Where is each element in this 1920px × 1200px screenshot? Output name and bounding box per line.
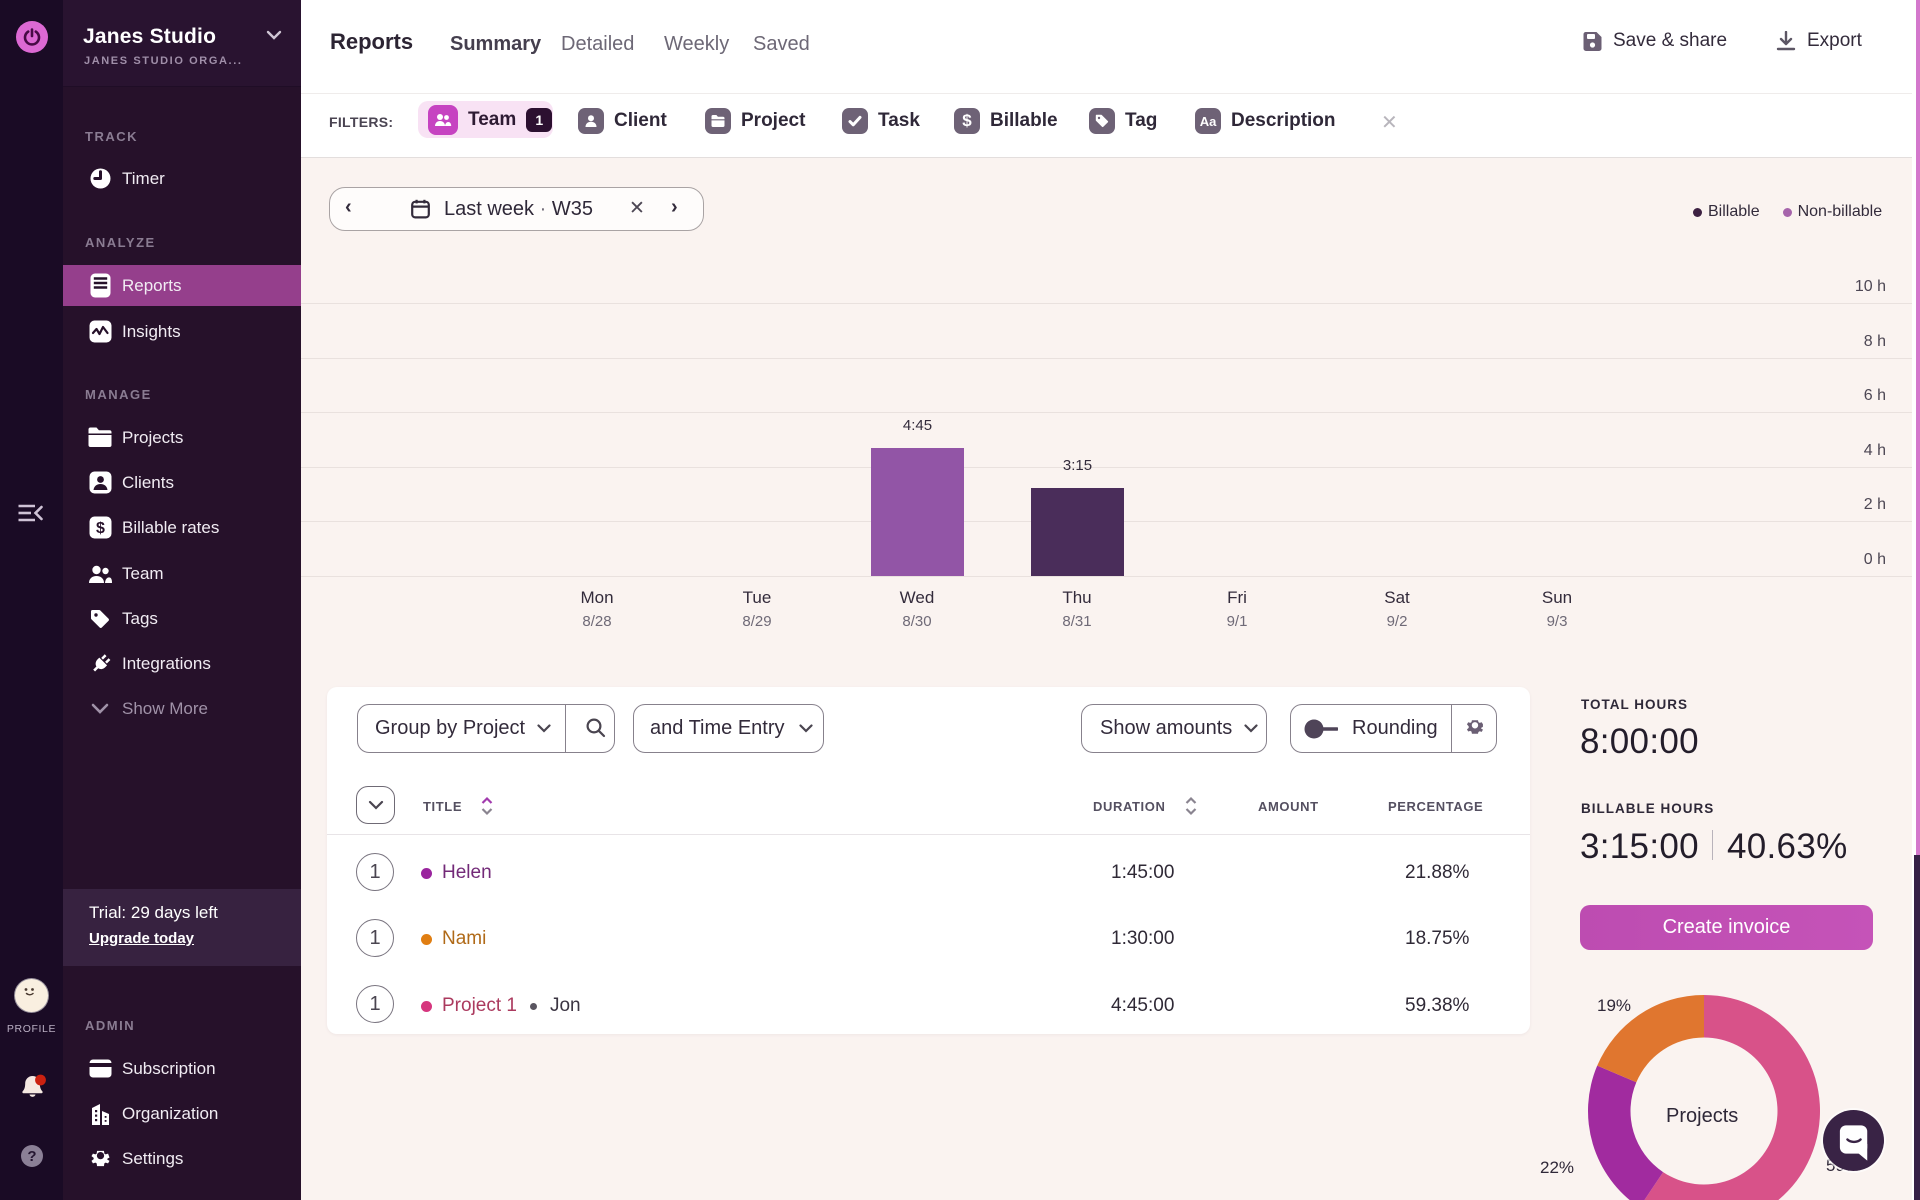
- svg-text:$: $: [96, 520, 105, 537]
